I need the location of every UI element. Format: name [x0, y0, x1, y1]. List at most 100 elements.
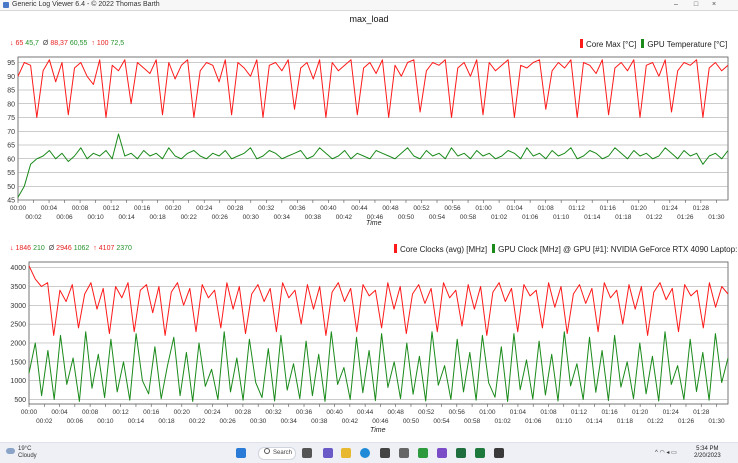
search-box[interactable]: Search	[258, 447, 296, 460]
top-chart-x-tick-label: 01:30	[708, 214, 725, 221]
bottom-chart-x-tick-label: 00:40	[326, 409, 343, 416]
bottom-chart-series-line-b	[28, 331, 729, 402]
max-arrow-label: ↑	[91, 40, 95, 47]
minimize-button[interactable]: –	[674, 1, 678, 8]
wifi-icon: ◠	[659, 450, 665, 456]
top-x-axis-label: Time	[366, 220, 382, 227]
top-chart-x-tick-label: 00:30	[243, 214, 260, 221]
stat-min-a: 1846	[15, 245, 32, 252]
bottom-chart-x-tick-label: 01:26	[678, 418, 695, 425]
bottom-chart-x-tick-label: 00:24	[204, 409, 221, 416]
task-view-icon[interactable]	[302, 448, 312, 458]
top-chart-x-tick-label: 01:26	[677, 214, 694, 221]
store-icon[interactable]	[380, 448, 390, 458]
teams-icon[interactable]	[323, 448, 333, 458]
bottom-chart-y-tick-label: 500	[14, 397, 26, 404]
clock-time: 5:34 PM	[696, 446, 719, 452]
bottom-chart-x-tick-label: 00:04	[51, 409, 68, 416]
bottom-chart-x-tick-label: 01:24	[663, 409, 680, 416]
top-chart-x-tick-label: 01:04	[506, 205, 523, 212]
bottom-chart-x-tick-label: 00:58	[464, 418, 481, 425]
top-chart-x-tick-label: 00:52	[413, 205, 430, 212]
top-chart-x-tick-label: 00:32	[258, 205, 275, 212]
top-chart-x-tick-label: 00:14	[118, 214, 135, 221]
system-tray[interactable]: ^ ◠ ◂ ▭	[655, 449, 677, 456]
legend-swatch-gpu-clock	[492, 244, 496, 253]
bottom-chart-x-tick-label: 00:08	[82, 409, 99, 416]
bottom-chart-y-tick-label: 4000	[10, 265, 26, 272]
weather-temp: 19°C	[18, 446, 32, 452]
bottom-chart-x-tick-label: 01:22	[647, 418, 664, 425]
clock[interactable]: 5:34 PM 2/20/2023	[694, 446, 721, 460]
bottom-chart-x-tick-label: 00:54	[433, 418, 450, 425]
bottom-chart-y-tick-label: 3000	[10, 303, 26, 310]
excel-icon[interactable]	[475, 448, 485, 458]
tray-caret-icon[interactable]: ^	[655, 450, 658, 456]
top-chart-x-tick-label: 00:54	[429, 214, 446, 221]
top-chart-x-tick-label: 00:50	[398, 214, 415, 221]
max-arrow-label: ↑	[93, 245, 97, 252]
search-label: Search	[273, 450, 293, 456]
bottom-chart-x-tick-label: 00:34	[281, 418, 298, 425]
top-stats: ↓ 65 45,7 Ø 88,37 60,55 ↑ 100 72,5	[10, 40, 126, 47]
bottom-chart-x-tick-label: 01:20	[632, 409, 649, 416]
taskbar: 19°C Cloudy Search ^ ◠ ◂ ▭ 5:34 PM 2/20/…	[0, 442, 738, 463]
close-button[interactable]: ×	[711, 1, 717, 8]
top-chart-x-tick-label: 01:10	[553, 214, 570, 221]
top-chart-y-tick-label: 70	[7, 129, 15, 136]
xbox-icon[interactable]	[418, 448, 428, 458]
bottom-chart-x-tick-label: 00:10	[97, 418, 114, 425]
top-chart-y-tick-label: 50	[7, 184, 15, 191]
stat-max-a: 100	[96, 40, 109, 47]
bottom-chart-x-tick-label: 00:38	[311, 418, 328, 425]
top-chart-x-tick-label: 01:16	[600, 205, 617, 212]
bottom-chart-x-tick-label: 00:30	[250, 418, 267, 425]
top-chart-y-tick-label: 95	[7, 60, 15, 67]
plot-title: max_load	[349, 14, 389, 24]
top-chart-y-tick-label: 45	[7, 198, 15, 205]
cloud-icon	[6, 448, 15, 454]
bottom-chart-x-tick-label: 00:46	[372, 418, 389, 425]
start-icon[interactable]	[236, 448, 246, 458]
bottom-chart-x-tick-label: 00:28	[235, 409, 252, 416]
top-chart-x-tick-label: 01:18	[615, 214, 632, 221]
bottom-chart-x-tick-label: 01:00	[479, 409, 496, 416]
bottom-chart-x-tick-label: 00:02	[36, 418, 53, 425]
bottom-chart-y-tick-label: 2500	[10, 322, 26, 329]
app-icon-dark[interactable]	[494, 448, 504, 458]
stat-max-b: 72,5	[110, 40, 125, 47]
bottom-chart-x-tick-label: 00:00	[21, 409, 38, 416]
stat-avg-a: 88,37	[50, 40, 68, 47]
clock-date: 2/20/2023	[694, 453, 721, 459]
top-chart-x-tick-label: 00:02	[25, 214, 42, 221]
min-arrow-label: ↓	[10, 40, 14, 47]
top-chart-x-tick-label: 01:02	[491, 214, 508, 221]
bottom-chart-x-tick-label: 01:14	[586, 418, 603, 425]
avg-label: Ø	[42, 40, 49, 47]
top-chart-x-tick-label: 00:18	[150, 214, 167, 221]
top-chart-x-tick-label: 00:24	[196, 205, 213, 212]
app-icon-purple[interactable]	[437, 448, 447, 458]
top-chart-x-tick-label: 00:46	[367, 214, 384, 221]
app-icon-green[interactable]	[456, 448, 466, 458]
maximize-button[interactable]: □	[693, 1, 699, 8]
edge-icon[interactable]	[360, 448, 370, 458]
bottom-chart-x-tick-label: 00:42	[342, 418, 359, 425]
stat-min-b: 210	[33, 245, 45, 252]
bottom-chart-y-tick-label: 1000	[10, 378, 26, 385]
bottom-legend: Core Clocks (avg) [MHz] GPU Clock [MHz] @…	[394, 244, 737, 254]
legend-core-max: Core Max [°C]	[586, 40, 637, 49]
top-chart-y-tick-label: 75	[7, 115, 15, 122]
bottom-chart-x-tick-label: 00:36	[296, 409, 313, 416]
top-chart-x-tick-label: 00:00	[10, 205, 27, 212]
stat-avg-a: 2946	[56, 245, 72, 252]
top-chart-x-tick-label: 01:24	[662, 205, 679, 212]
app-icon-settings[interactable]	[399, 448, 409, 458]
legend-core-clocks: Core Clocks (avg) [MHz]	[400, 245, 488, 254]
bottom-chart-x-tick-label: 01:04	[510, 409, 527, 416]
file-explorer-icon[interactable]	[341, 448, 351, 458]
top-chart-x-tick-label: 01:08	[538, 205, 555, 212]
top-chart-plot-area	[17, 56, 729, 201]
bottom-chart-x-tick-label: 00:48	[388, 409, 405, 416]
weather-widget[interactable]: 19°C Cloudy	[6, 446, 37, 460]
